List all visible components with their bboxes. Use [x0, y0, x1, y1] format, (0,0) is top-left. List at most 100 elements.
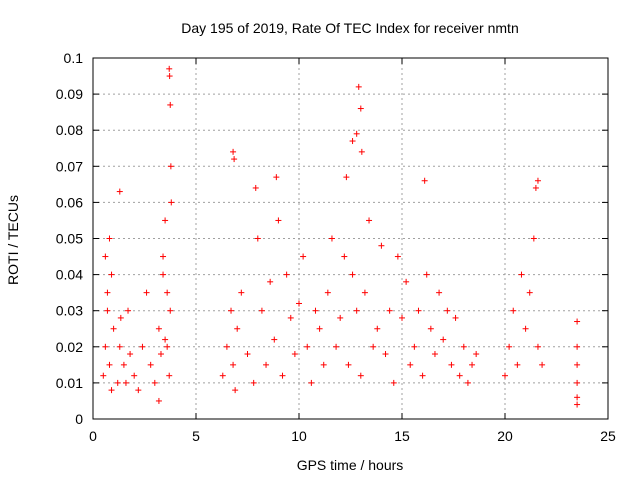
data-point — [539, 361, 546, 368]
data-point — [258, 307, 265, 314]
x-tick-label: 10 — [291, 428, 307, 444]
data-point — [316, 325, 323, 332]
data-point — [464, 379, 471, 386]
data-point — [106, 361, 113, 368]
data-point — [473, 351, 480, 358]
x-tick-label: 15 — [394, 428, 410, 444]
data-point — [431, 351, 438, 358]
data-point — [167, 307, 174, 314]
axis-ticks — [92, 57, 609, 420]
data-point — [108, 271, 115, 278]
data-point — [127, 351, 134, 358]
data-point — [574, 318, 581, 325]
data-point — [419, 372, 426, 379]
chart-title: Day 195 of 2019, Rate Of TEC Index for r… — [181, 20, 518, 36]
data-point — [341, 253, 348, 260]
data-point — [100, 372, 107, 379]
data-point — [296, 300, 302, 307]
data-point — [518, 271, 525, 278]
data-point — [254, 235, 261, 242]
data-point — [291, 351, 298, 358]
data-point — [166, 65, 173, 72]
y-tick-label: 0.08 — [56, 122, 83, 138]
data-point — [366, 217, 373, 224]
data-point — [345, 361, 352, 368]
data-point — [234, 325, 241, 332]
y-tick-labels: 0 0.01 0.02 0.03 0.04 0.05 0.06 0.07 0.08 0.09 0.1 — [56, 50, 83, 427]
data-point — [456, 372, 463, 379]
data-point — [164, 289, 171, 296]
data-point — [358, 148, 365, 155]
data-point — [104, 307, 111, 314]
data-point — [108, 387, 115, 394]
data-point — [574, 401, 581, 408]
data-point — [386, 307, 393, 314]
data-point — [355, 83, 362, 90]
data-point — [506, 343, 513, 350]
data-point — [157, 351, 164, 358]
data-point — [244, 351, 251, 358]
y-axis-title: ROTI / TECUs — [5, 195, 21, 285]
data-point — [135, 387, 142, 394]
grid-lines — [93, 58, 608, 419]
x-tick-label: 25 — [600, 428, 616, 444]
data-point — [374, 325, 381, 332]
data-point — [110, 325, 117, 332]
x-tick-label: 0 — [89, 428, 97, 444]
data-point — [263, 361, 270, 368]
data-point — [440, 336, 447, 343]
data-point — [522, 325, 529, 332]
data-point — [357, 105, 364, 112]
data-point — [273, 174, 280, 181]
data-point — [448, 361, 455, 368]
data-point — [320, 361, 327, 368]
data-point — [308, 379, 315, 386]
data-point — [436, 289, 443, 296]
data-point — [230, 361, 237, 368]
data-point — [238, 289, 245, 296]
y-tick-label: 0.09 — [56, 86, 83, 102]
data-point — [349, 138, 356, 145]
x-tick-labels: 0 5 10 15 20 25 — [89, 428, 616, 444]
data-point — [349, 271, 356, 278]
data-point — [162, 217, 169, 224]
data-point — [526, 289, 533, 296]
data-point — [353, 307, 360, 314]
data-point — [460, 343, 467, 350]
data-point — [300, 253, 307, 260]
data-point — [514, 361, 521, 368]
data-point — [131, 372, 138, 379]
data-point — [139, 343, 146, 350]
data-point — [423, 271, 430, 278]
y-tick-label: 0.02 — [56, 339, 83, 355]
data-point — [510, 307, 517, 314]
data-point — [155, 397, 162, 404]
data-point — [427, 325, 434, 332]
data-point — [167, 101, 174, 108]
y-tick-label: 0.06 — [56, 194, 83, 210]
data-point — [534, 343, 541, 350]
data-point — [102, 343, 109, 350]
data-point — [361, 289, 368, 296]
data-point — [357, 372, 364, 379]
data-point — [143, 289, 150, 296]
data-point — [370, 343, 377, 350]
x-axis-title: GPS time / hours — [297, 457, 404, 473]
y-tick-label: 0.1 — [64, 50, 84, 66]
data-point — [106, 235, 113, 242]
data-point — [125, 307, 132, 314]
data-point — [502, 372, 508, 379]
data-point — [394, 253, 401, 260]
data-points — [100, 65, 581, 408]
data-point — [104, 289, 111, 296]
data-point — [415, 307, 422, 314]
y-tick-label: 0.04 — [56, 267, 83, 283]
x-tick-label: 20 — [497, 428, 513, 444]
data-point — [120, 361, 127, 368]
data-point — [230, 148, 237, 155]
data-point — [275, 217, 282, 224]
data-point — [155, 325, 162, 332]
y-tick-label: 0.05 — [56, 231, 83, 247]
data-point — [337, 314, 344, 321]
